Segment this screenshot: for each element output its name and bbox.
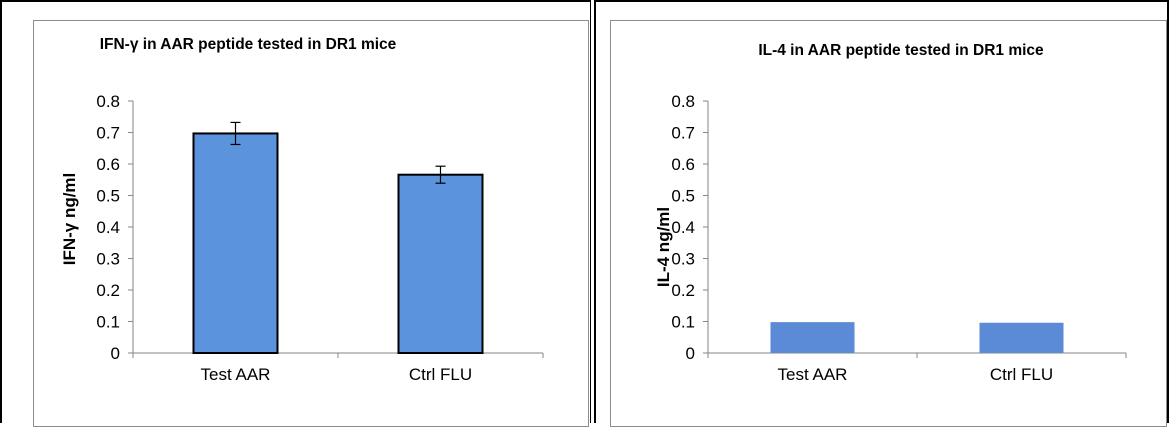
x-tick-label: Test AAR bbox=[201, 365, 271, 384]
y-axis-label: IFN-γ ng/ml bbox=[60, 173, 79, 266]
bar-ctrl-flu bbox=[979, 322, 1064, 353]
chart-ifn-gamma: IFN-γ in AAR peptide tested in DR1 mice … bbox=[60, 36, 544, 384]
y-tick-label: 0.5 bbox=[96, 187, 120, 206]
right-panel: IL-4 in AAR peptide tested in DR1 mice I… bbox=[594, 0, 1169, 427]
y-tick-label: 0.7 bbox=[671, 124, 695, 143]
y-tick-label: 0.8 bbox=[671, 92, 695, 111]
y-tick-label: 0.1 bbox=[671, 313, 695, 332]
bars bbox=[770, 322, 1064, 353]
y-tick-label: 0.7 bbox=[96, 124, 120, 143]
chart-frame-ifn-gamma: IFN-γ in AAR peptide tested in DR1 mice … bbox=[33, 20, 589, 427]
y-tick-label: 0.3 bbox=[671, 250, 695, 269]
chart-frame-il-4: IL-4 in AAR peptide tested in DR1 mice I… bbox=[610, 20, 1167, 427]
chart-title: IL-4 in AAR peptide tested in DR1 mice bbox=[758, 42, 1044, 59]
x-tick-label: Ctrl FLU bbox=[990, 365, 1053, 384]
y-tick-label: 0.2 bbox=[671, 281, 695, 300]
x-tick-label: Test AAR bbox=[778, 365, 848, 384]
axes: 0 0.1 0.2 0.3 0.4 0.5 0.6 0.7 0.8 Test AAR Ctrl FL… bbox=[671, 92, 1127, 384]
bars bbox=[192, 121, 484, 354]
left-panel: IFN-γ in AAR peptide tested in DR1 mice … bbox=[0, 0, 591, 427]
bar-test-aar bbox=[770, 322, 855, 353]
y-tick-label: 0.6 bbox=[96, 155, 120, 174]
y-tick-label: 0.8 bbox=[96, 92, 120, 111]
y-tick-label: 0.3 bbox=[96, 250, 120, 269]
bar-test-aar bbox=[192, 132, 279, 354]
y-tick-label: 0.1 bbox=[96, 313, 120, 332]
y-tick-label: 0.6 bbox=[671, 155, 695, 174]
y-tick-label: 0 bbox=[111, 344, 120, 363]
y-axis-label: IL-4 ng/ml bbox=[654, 207, 673, 287]
y-tick-label: 0.4 bbox=[671, 218, 695, 237]
y-tick-label: 0.5 bbox=[671, 187, 695, 206]
y-tick-label: 0 bbox=[686, 344, 695, 363]
chart-il-4: IL-4 in AAR peptide tested in DR1 mice I… bbox=[654, 42, 1127, 384]
bar-ctrl-flu bbox=[397, 173, 484, 354]
chart-title: IFN-γ in AAR peptide tested in DR1 mice bbox=[100, 36, 397, 53]
y-tick-label: 0.2 bbox=[96, 281, 120, 300]
y-tick-label: 0.4 bbox=[96, 218, 120, 237]
x-tick-label: Ctrl FLU bbox=[409, 365, 472, 384]
